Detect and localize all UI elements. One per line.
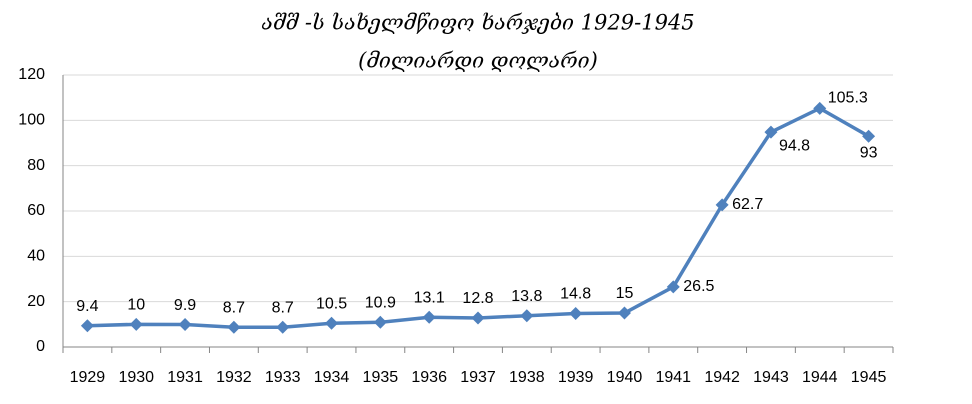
marker — [80, 319, 94, 333]
marker — [373, 315, 387, 329]
x-tick-label: 1937 — [460, 369, 496, 386]
data-label: 14.8 — [560, 286, 591, 303]
x-tick-label: 1929 — [70, 369, 106, 386]
x-tick-label: 1932 — [216, 369, 252, 386]
marker — [227, 320, 241, 334]
data-label: 8.7 — [272, 299, 294, 316]
marker — [471, 311, 485, 325]
data-label: 12.8 — [462, 290, 493, 307]
marker — [666, 280, 680, 294]
x-tick-label: 1933 — [265, 369, 301, 386]
x-tick-label: 1941 — [655, 369, 691, 386]
y-tick-label: 100 — [18, 112, 45, 129]
chart-title: აშშ -ს სახელმწიფო ხარჯები 1929-1945 — [261, 11, 694, 35]
marker — [325, 316, 339, 330]
marker — [520, 309, 534, 323]
y-tick-label: 60 — [27, 202, 45, 219]
data-label: 94.8 — [779, 137, 810, 154]
marker — [569, 306, 583, 320]
x-tick-label: 1943 — [753, 369, 789, 386]
x-tick-label: 1942 — [704, 369, 740, 386]
x-tick-label: 1939 — [558, 369, 594, 386]
data-label: 15 — [616, 285, 634, 302]
data-label: 13.1 — [414, 290, 445, 307]
marker — [764, 125, 778, 139]
marker — [178, 318, 192, 332]
x-tick-label: 1940 — [607, 369, 643, 386]
x-tick-label: 1931 — [167, 369, 203, 386]
x-tick-label: 1934 — [314, 369, 350, 386]
y-tick-label: 20 — [27, 293, 45, 310]
y-tick-label: 0 — [36, 338, 45, 355]
data-label: 105.3 — [828, 90, 868, 107]
x-tick-label: 1930 — [118, 369, 154, 386]
x-tick-label: 1936 — [411, 369, 447, 386]
data-label: 9.9 — [174, 297, 196, 314]
x-tick-label: 1944 — [802, 369, 838, 386]
chart-subtitle: (მილიარდი დოლარი) — [358, 49, 598, 73]
marker — [129, 317, 143, 331]
x-tick-label: 1945 — [851, 369, 887, 386]
data-label: 13.8 — [511, 288, 542, 305]
data-label: 26.5 — [683, 278, 714, 295]
marker — [862, 129, 876, 143]
marker — [422, 310, 436, 324]
data-label: 10 — [127, 297, 145, 314]
x-tick-label: 1938 — [509, 369, 545, 386]
y-tick-label: 40 — [27, 248, 45, 265]
y-tick-label: 80 — [27, 157, 45, 174]
marker — [276, 320, 290, 334]
marker — [813, 101, 827, 115]
marker — [617, 306, 631, 320]
data-label: 9.4 — [76, 298, 98, 315]
marker — [715, 198, 729, 212]
x-tick-label: 1935 — [363, 369, 399, 386]
data-label: 93 — [860, 144, 878, 161]
data-label: 8.7 — [223, 299, 245, 316]
y-tick-label: 120 — [18, 66, 45, 83]
data-label: 62.7 — [732, 196, 763, 213]
data-label: 10.9 — [365, 295, 396, 312]
data-label: 10.5 — [316, 295, 347, 312]
